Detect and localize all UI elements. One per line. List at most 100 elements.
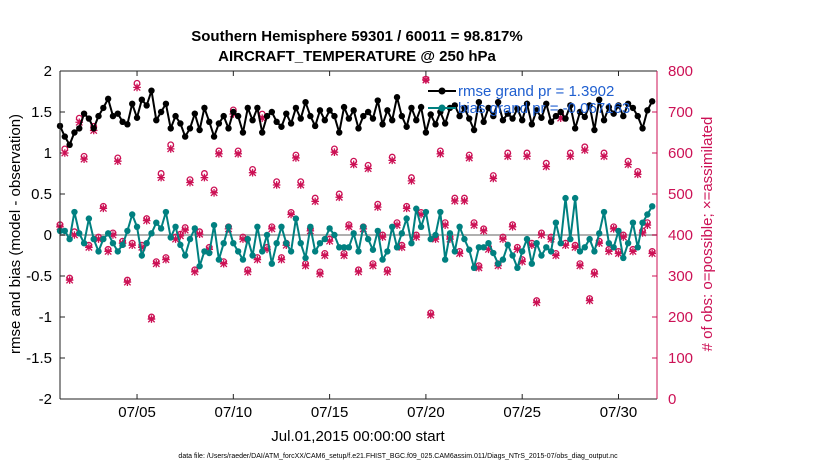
- y-right-tick-label: 200: [668, 309, 693, 326]
- assimilated-obs-point: [316, 270, 324, 278]
- rmse-point: [292, 104, 300, 112]
- y-right-tick-label: 800: [668, 63, 693, 80]
- rmse-point: [201, 104, 208, 112]
- rmse-point: [331, 112, 338, 120]
- bias-point: [220, 240, 227, 247]
- bias-point: [610, 244, 617, 251]
- rmse-point: [398, 112, 406, 120]
- rmse-point: [249, 117, 256, 124]
- y-right-tick-label: 400: [668, 227, 693, 244]
- bias-point: [446, 230, 454, 237]
- assimilated-obs-point: [364, 164, 372, 173]
- rmse-point: [181, 133, 189, 140]
- bias-point: [292, 215, 300, 222]
- bias-point: [162, 208, 170, 216]
- rmse-point: [466, 115, 473, 122]
- rmse-point: [153, 117, 160, 124]
- rmse-point: [143, 102, 150, 109]
- assimilated-obs-point: [104, 247, 112, 256]
- assimilated-obs-point: [340, 251, 348, 260]
- bias-point: [441, 256, 449, 263]
- bias-point: [90, 235, 97, 243]
- chart-subtitle: AIRCRAFT_TEMPERATURE @ 250 hPa: [218, 48, 496, 65]
- x-axis-label: Jul.01,2015 00:00:00 start: [271, 428, 445, 445]
- bias-point: [326, 225, 333, 232]
- bias-point: [403, 215, 410, 222]
- rmse-point: [624, 100, 632, 108]
- rmse-point: [244, 104, 251, 112]
- assimilated-obs-point: [133, 83, 141, 92]
- y-left-tick-label: 0: [44, 227, 52, 244]
- rmse-point: [287, 120, 295, 127]
- bias-point: [321, 235, 328, 243]
- bias-point: [350, 230, 357, 237]
- rmse-point: [162, 100, 170, 108]
- rmse-point: [215, 120, 223, 127]
- rmse-point: [591, 126, 598, 134]
- bias-point: [283, 240, 290, 247]
- bias-point: [181, 252, 189, 259]
- y-left-tick-label: -2: [39, 391, 52, 408]
- rmse-point: [268, 108, 276, 116]
- y-left-tick-label: 1: [44, 145, 52, 162]
- rmse-point: [326, 107, 333, 114]
- bias-point: [85, 215, 93, 222]
- bias-point: [148, 230, 155, 237]
- assimilated-obs-point: [219, 259, 228, 268]
- assimilated-obs-point: [590, 270, 599, 278]
- assimilated-obs-point: [210, 188, 218, 197]
- rmse-point: [210, 133, 218, 140]
- rmse-point: [66, 141, 73, 148]
- assimilated-obs-point: [542, 162, 551, 171]
- rmse-point: [95, 112, 102, 120]
- bias-point: [538, 252, 545, 259]
- assimilated-obs-point: [595, 239, 604, 247]
- assimilated-obs-point: [426, 311, 435, 319]
- bias-point: [331, 231, 338, 239]
- bias-point: [379, 256, 386, 263]
- rmse-point: [76, 125, 83, 132]
- assimilated-obs-point: [585, 296, 594, 305]
- assimilated-obs-point: [296, 181, 305, 189]
- x-tick-label: 07/05: [118, 404, 156, 421]
- rmse-point: [254, 104, 261, 112]
- bias-point: [644, 211, 651, 218]
- rmse-point: [167, 125, 174, 132]
- legend-bias-label: bias grand pr = -0.067163: [458, 100, 630, 117]
- legend-rmse-marker: [438, 87, 446, 95]
- bias-point: [562, 194, 569, 202]
- rmse-point: [596, 96, 603, 103]
- assimilated-obs-point: [388, 156, 397, 165]
- rmse-point: [634, 112, 641, 120]
- rmse-point: [610, 110, 617, 117]
- bias-point: [499, 256, 507, 263]
- rmse-point: [475, 98, 483, 106]
- legend-bias-marker: [438, 104, 446, 112]
- rmse-point: [499, 117, 507, 124]
- assimilated-obs-point: [417, 210, 425, 219]
- rmse-point: [620, 112, 627, 120]
- assimilated-obs-point: [431, 235, 440, 243]
- rmse-point: [239, 129, 247, 136]
- bias-point: [408, 240, 415, 247]
- assimilated-obs-point: [186, 178, 194, 187]
- rmse-point: [157, 108, 165, 116]
- bias-point: [576, 248, 584, 255]
- bias-point: [167, 234, 174, 241]
- bias-point: [244, 235, 251, 243]
- bias-point: [340, 244, 348, 251]
- rmse-point: [571, 125, 579, 132]
- x-tick-label: 07/15: [311, 404, 349, 421]
- assimilated-obs-point: [378, 233, 387, 241]
- bias-point: [76, 230, 83, 237]
- bias-point: [345, 244, 353, 251]
- assimilated-obs-point: [234, 150, 242, 158]
- y-axis-left-label: rmse and bias (model - observation): [7, 114, 24, 354]
- assimilated-obs-point: [166, 145, 175, 153]
- assimilated-obs-point: [272, 181, 281, 189]
- bias-point: [104, 230, 112, 237]
- rmse-point: [316, 107, 324, 114]
- assimilated-obs-point: [85, 243, 93, 252]
- bias-point: [259, 248, 266, 255]
- x-tick-label: 07/30: [600, 404, 638, 421]
